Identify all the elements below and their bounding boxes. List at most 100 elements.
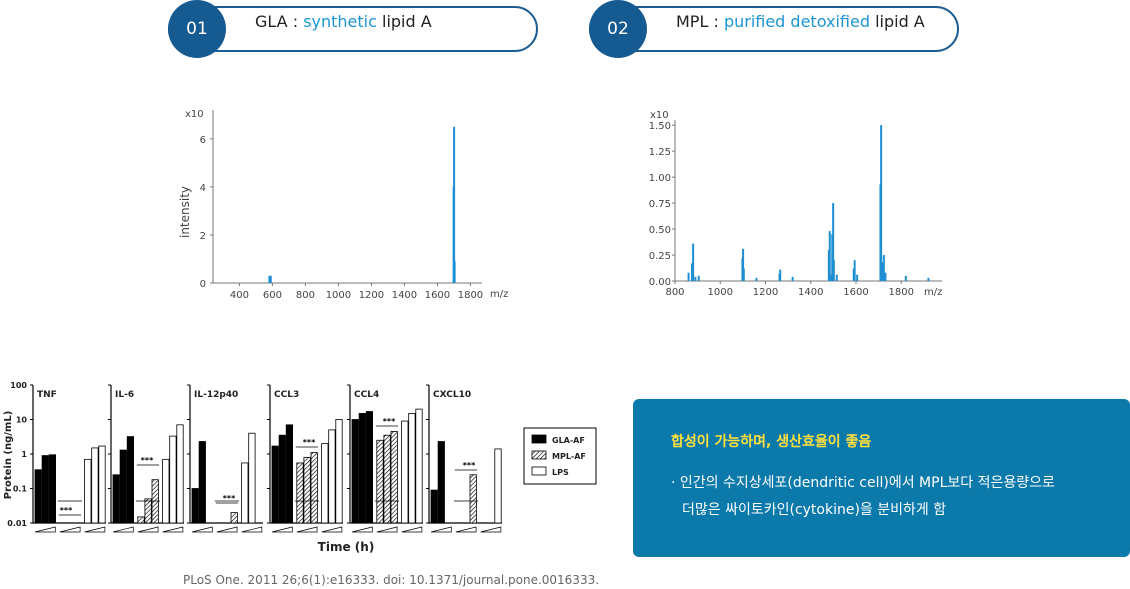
header-prefix: GLA :	[255, 12, 304, 31]
x-tick-label: 1200	[753, 287, 778, 298]
cytokine-x-axis-label: Time (h)	[318, 540, 375, 554]
y-tick-label: 0.50	[649, 225, 671, 236]
cytokine-bar	[494, 448, 502, 524]
spectrum-peak	[742, 248, 745, 281]
dose-wedge	[480, 526, 502, 533]
x-tick-label: 1800	[889, 287, 914, 298]
legend-swatch	[531, 434, 547, 444]
cytokine-bar	[401, 420, 409, 524]
cytokine-bar	[390, 431, 398, 524]
cytokine-bar	[84, 458, 92, 524]
cytokine-bar	[162, 458, 170, 524]
cytokine-bar	[415, 408, 423, 524]
spectrum-peak	[453, 126, 456, 283]
cytokine-bar	[437, 441, 445, 524]
header-accent: synthetic	[303, 12, 377, 31]
spectrum-peak	[692, 243, 695, 281]
cytokine-bar	[144, 498, 152, 524]
cytokine-bar	[285, 424, 294, 524]
cytokine-bar	[176, 424, 184, 524]
x-tick-label: 800	[296, 290, 315, 301]
y-tick-label: 0.1	[13, 485, 28, 494]
spectrum-y-axis-label: intensity	[178, 186, 192, 238]
dose-wedge	[59, 526, 81, 533]
dose-wedge	[191, 526, 213, 533]
x-tick-label: 400	[230, 290, 249, 301]
legend-label: MPL-AF	[552, 452, 586, 461]
citation: PLoS One. 2011 26;6(1):e16333. doi: 10.1…	[183, 573, 600, 587]
y-tick-label: 0.75	[649, 199, 671, 210]
spectrum-x-axis-label: m/z	[490, 289, 508, 300]
cytokine-bar	[321, 443, 329, 524]
y-tick-label: 4	[200, 183, 206, 194]
spectrum-peak	[882, 255, 885, 281]
cytokine-chart: 0.01 0.1 1 10 100 TNF IL-6 IL-12p40 CCL3 CCL4 CXCL…	[3, 381, 597, 554]
legend-label: LPS	[552, 468, 569, 477]
cytokine-bar	[271, 445, 279, 524]
cytokine-bar	[91, 447, 99, 524]
cytokine-bar	[335, 419, 343, 524]
spectrum-peak	[832, 260, 835, 281]
dose-wedge	[401, 526, 423, 533]
spectrum-peak	[694, 276, 697, 281]
spectrum-x-axis-label: m/z	[924, 287, 942, 298]
spectrum-peak	[742, 268, 745, 281]
cytokine-y-axis-label: Protein (ng/mL)	[3, 411, 14, 500]
dose-wedge	[241, 526, 263, 533]
cytokine-bar	[48, 454, 57, 524]
panel-title: CCL3	[274, 390, 299, 400]
cytokine-bar	[408, 413, 416, 524]
spectrum-peak	[828, 231, 831, 281]
cytokine-bar	[169, 435, 177, 524]
cytokine-bar	[241, 462, 249, 524]
panel-title: IL-12p40	[194, 390, 238, 400]
cytokine-bar	[310, 452, 318, 524]
spectrum-peak	[853, 260, 856, 281]
cytokine-bar	[112, 474, 120, 524]
y-tick-label: 2	[200, 231, 206, 242]
panel-title: CXCL10	[433, 390, 471, 400]
spectrum-peak	[268, 275, 271, 283]
dose-wedge	[296, 526, 318, 533]
spectrum-peak	[779, 269, 782, 281]
cytokine-bar	[137, 516, 145, 524]
y-tick-label: 6	[200, 135, 206, 146]
spectrum-peak	[269, 275, 272, 283]
cytokine-bar	[230, 512, 238, 524]
x-tick-label: 600	[263, 290, 282, 301]
panel-title: CCL4	[354, 390, 379, 400]
dose-wedge	[34, 526, 56, 533]
cytokine-bar	[351, 419, 359, 524]
significance-marker: ***	[60, 506, 73, 515]
cytokine-bar	[248, 432, 256, 524]
legend-swatch	[531, 466, 547, 476]
spectrum-peak	[687, 272, 690, 281]
dose-wedge	[321, 526, 343, 533]
x-tick-label: 1400	[798, 287, 823, 298]
cytokine-bar	[358, 413, 366, 524]
dose-wedge	[216, 526, 238, 533]
spectrum-peak	[881, 262, 884, 281]
spectrum-peak	[690, 263, 693, 281]
dose-wedge	[112, 526, 134, 533]
cytokine-bar	[98, 445, 106, 524]
cytokine-bar	[469, 474, 477, 524]
cytokine-bar	[303, 456, 311, 524]
cytokine-bar	[198, 441, 206, 524]
y-tick-label: 0.01	[7, 519, 27, 528]
gla-spectrum-chart: 400 600 800 1000 1200 1400 1600 1800 0 2 4 6 x10 in…	[178, 109, 508, 301]
badge-02: 02	[589, 0, 647, 58]
significance-marker: ***	[303, 438, 316, 447]
dose-wedge	[430, 526, 452, 533]
dose-wedge	[455, 526, 477, 533]
cytokine-bar	[119, 449, 127, 524]
cytokine-bar	[191, 488, 199, 524]
cytokine-bar	[365, 411, 374, 524]
info-body: · 인간의 수지상세포(dendritic cell)에서 MPL보다 적은용량…	[671, 470, 1055, 524]
panel-title: IL-6	[115, 390, 134, 400]
significance-marker: ***	[141, 456, 154, 465]
header-prefix: MPL :	[676, 12, 724, 31]
spectrum-multiplier-label: x10	[185, 109, 204, 120]
spectrum-peak	[884, 272, 887, 281]
spectrum-peak	[904, 275, 907, 281]
